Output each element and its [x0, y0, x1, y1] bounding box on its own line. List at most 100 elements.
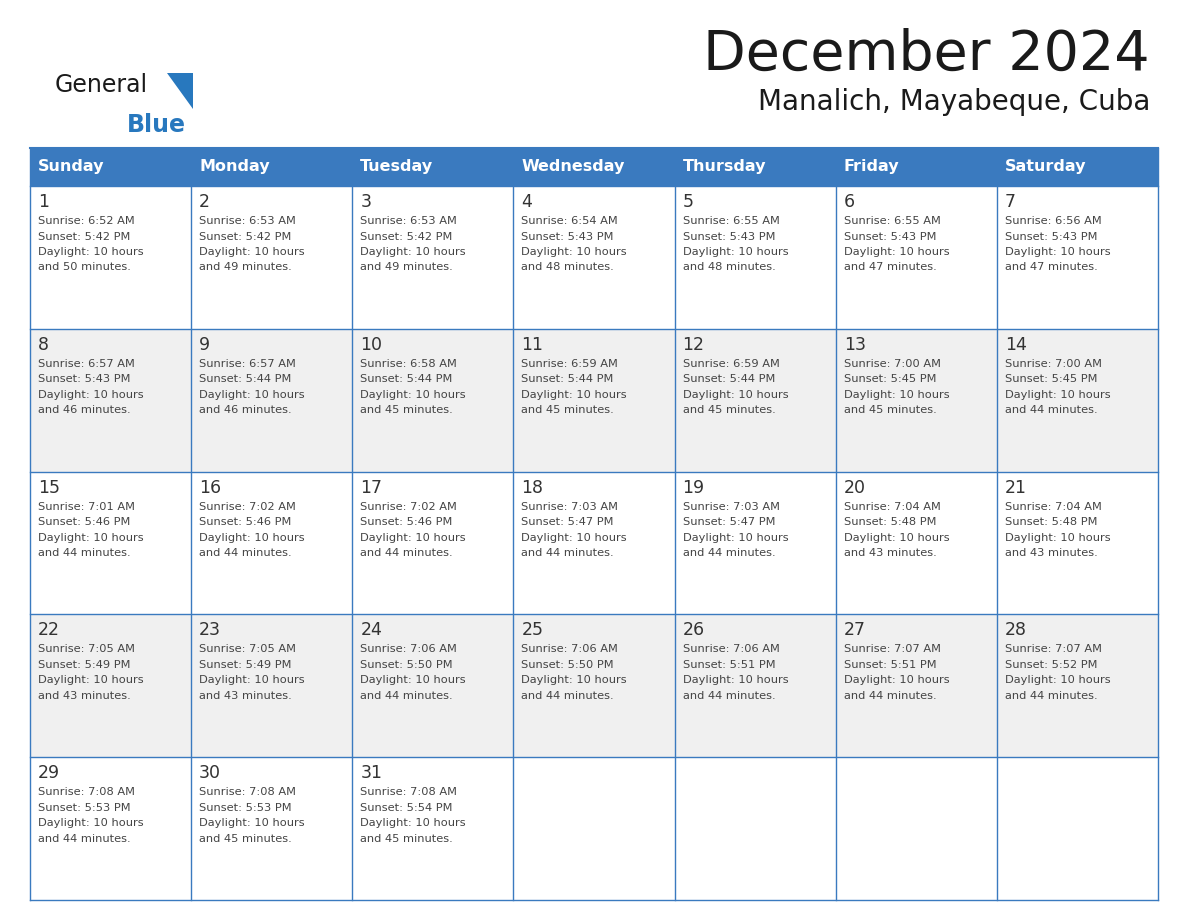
Text: Sunrise: 6:59 AM: Sunrise: 6:59 AM: [683, 359, 779, 369]
Bar: [191, 148, 353, 186]
Text: Wednesday: Wednesday: [522, 160, 625, 174]
Bar: [353, 614, 513, 757]
Text: Sunrise: 6:53 AM: Sunrise: 6:53 AM: [360, 216, 457, 226]
Text: December 2024: December 2024: [703, 28, 1150, 82]
Text: Daylight: 10 hours: Daylight: 10 hours: [38, 676, 144, 686]
Text: and 50 minutes.: and 50 minutes.: [38, 263, 131, 273]
Text: Sunset: 5:50 PM: Sunset: 5:50 PM: [360, 660, 453, 670]
Bar: [191, 186, 353, 329]
Text: 5: 5: [683, 193, 694, 211]
Text: and 47 minutes.: and 47 minutes.: [843, 263, 936, 273]
Text: Sunrise: 6:59 AM: Sunrise: 6:59 AM: [522, 359, 618, 369]
Bar: [353, 148, 513, 186]
Text: 16: 16: [200, 478, 221, 497]
Text: and 48 minutes.: and 48 minutes.: [683, 263, 776, 273]
Bar: [191, 614, 353, 757]
Text: 13: 13: [843, 336, 866, 353]
Text: Sunrise: 7:05 AM: Sunrise: 7:05 AM: [38, 644, 135, 655]
Text: Sunset: 5:49 PM: Sunset: 5:49 PM: [38, 660, 131, 670]
Text: 23: 23: [200, 621, 221, 640]
Text: and 44 minutes.: and 44 minutes.: [522, 548, 614, 558]
Text: Sunrise: 7:03 AM: Sunrise: 7:03 AM: [522, 501, 619, 511]
Bar: [835, 472, 997, 614]
Text: 7: 7: [1005, 193, 1016, 211]
Text: Sunset: 5:43 PM: Sunset: 5:43 PM: [1005, 231, 1098, 241]
Text: Sunset: 5:43 PM: Sunset: 5:43 PM: [38, 375, 131, 385]
Text: and 45 minutes.: and 45 minutes.: [360, 834, 453, 844]
Text: Sunset: 5:52 PM: Sunset: 5:52 PM: [1005, 660, 1098, 670]
Bar: [997, 186, 1158, 329]
Text: 24: 24: [360, 621, 383, 640]
Bar: [513, 148, 675, 186]
Text: Sunrise: 7:08 AM: Sunrise: 7:08 AM: [360, 788, 457, 797]
Bar: [675, 329, 835, 472]
Text: 4: 4: [522, 193, 532, 211]
Text: Daylight: 10 hours: Daylight: 10 hours: [1005, 532, 1111, 543]
Text: and 45 minutes.: and 45 minutes.: [360, 406, 453, 415]
Text: Sunset: 5:44 PM: Sunset: 5:44 PM: [683, 375, 775, 385]
Text: Daylight: 10 hours: Daylight: 10 hours: [683, 390, 788, 400]
Text: and 44 minutes.: and 44 minutes.: [683, 691, 776, 701]
Text: and 43 minutes.: and 43 minutes.: [200, 691, 292, 701]
Text: and 44 minutes.: and 44 minutes.: [1005, 691, 1098, 701]
Text: 19: 19: [683, 478, 704, 497]
Bar: [353, 186, 513, 329]
Text: Sunset: 5:44 PM: Sunset: 5:44 PM: [522, 375, 614, 385]
Bar: [30, 329, 191, 472]
Text: Thursday: Thursday: [683, 160, 766, 174]
Text: 28: 28: [1005, 621, 1026, 640]
Text: Daylight: 10 hours: Daylight: 10 hours: [683, 676, 788, 686]
Text: Daylight: 10 hours: Daylight: 10 hours: [522, 532, 627, 543]
Text: Sunrise: 7:06 AM: Sunrise: 7:06 AM: [683, 644, 779, 655]
Text: 25: 25: [522, 621, 543, 640]
Text: Daylight: 10 hours: Daylight: 10 hours: [200, 676, 305, 686]
Text: Daylight: 10 hours: Daylight: 10 hours: [522, 676, 627, 686]
Text: Daylight: 10 hours: Daylight: 10 hours: [360, 818, 466, 828]
Text: Daylight: 10 hours: Daylight: 10 hours: [843, 532, 949, 543]
Text: 18: 18: [522, 478, 543, 497]
Text: and 45 minutes.: and 45 minutes.: [200, 834, 292, 844]
Text: Sunset: 5:53 PM: Sunset: 5:53 PM: [38, 802, 131, 812]
Text: 8: 8: [38, 336, 49, 353]
Text: 1: 1: [38, 193, 49, 211]
Text: and 46 minutes.: and 46 minutes.: [200, 406, 292, 415]
Text: Manalich, Mayabeque, Cuba: Manalich, Mayabeque, Cuba: [758, 88, 1150, 116]
Text: Daylight: 10 hours: Daylight: 10 hours: [522, 247, 627, 257]
Text: Daylight: 10 hours: Daylight: 10 hours: [200, 532, 305, 543]
Text: Sunset: 5:54 PM: Sunset: 5:54 PM: [360, 802, 453, 812]
Bar: [353, 329, 513, 472]
Text: Sunset: 5:50 PM: Sunset: 5:50 PM: [522, 660, 614, 670]
Text: 3: 3: [360, 193, 372, 211]
Text: Sunrise: 6:56 AM: Sunrise: 6:56 AM: [1005, 216, 1101, 226]
Text: Daylight: 10 hours: Daylight: 10 hours: [38, 390, 144, 400]
Text: Daylight: 10 hours: Daylight: 10 hours: [38, 818, 144, 828]
Text: Sunrise: 6:57 AM: Sunrise: 6:57 AM: [200, 359, 296, 369]
Text: and 44 minutes.: and 44 minutes.: [38, 834, 131, 844]
Text: and 44 minutes.: and 44 minutes.: [360, 548, 453, 558]
Text: Sunset: 5:42 PM: Sunset: 5:42 PM: [200, 231, 291, 241]
Bar: [513, 614, 675, 757]
Text: 22: 22: [38, 621, 61, 640]
Text: Daylight: 10 hours: Daylight: 10 hours: [360, 247, 466, 257]
Text: Sunrise: 7:04 AM: Sunrise: 7:04 AM: [843, 501, 941, 511]
Text: Saturday: Saturday: [1005, 160, 1086, 174]
Bar: [675, 614, 835, 757]
Text: Daylight: 10 hours: Daylight: 10 hours: [843, 390, 949, 400]
Text: Friday: Friday: [843, 160, 899, 174]
Text: Sunrise: 6:52 AM: Sunrise: 6:52 AM: [38, 216, 134, 226]
Text: 30: 30: [200, 764, 221, 782]
Polygon shape: [168, 73, 192, 109]
Text: Sunset: 5:53 PM: Sunset: 5:53 PM: [200, 802, 292, 812]
Text: Sunset: 5:46 PM: Sunset: 5:46 PM: [38, 517, 131, 527]
Bar: [997, 472, 1158, 614]
Text: and 44 minutes.: and 44 minutes.: [683, 548, 776, 558]
Text: Tuesday: Tuesday: [360, 160, 434, 174]
Text: 29: 29: [38, 764, 61, 782]
Text: 9: 9: [200, 336, 210, 353]
Text: Daylight: 10 hours: Daylight: 10 hours: [38, 247, 144, 257]
Bar: [191, 757, 353, 900]
Text: and 46 minutes.: and 46 minutes.: [38, 406, 131, 415]
Text: 20: 20: [843, 478, 866, 497]
Bar: [675, 472, 835, 614]
Text: General: General: [55, 73, 148, 97]
